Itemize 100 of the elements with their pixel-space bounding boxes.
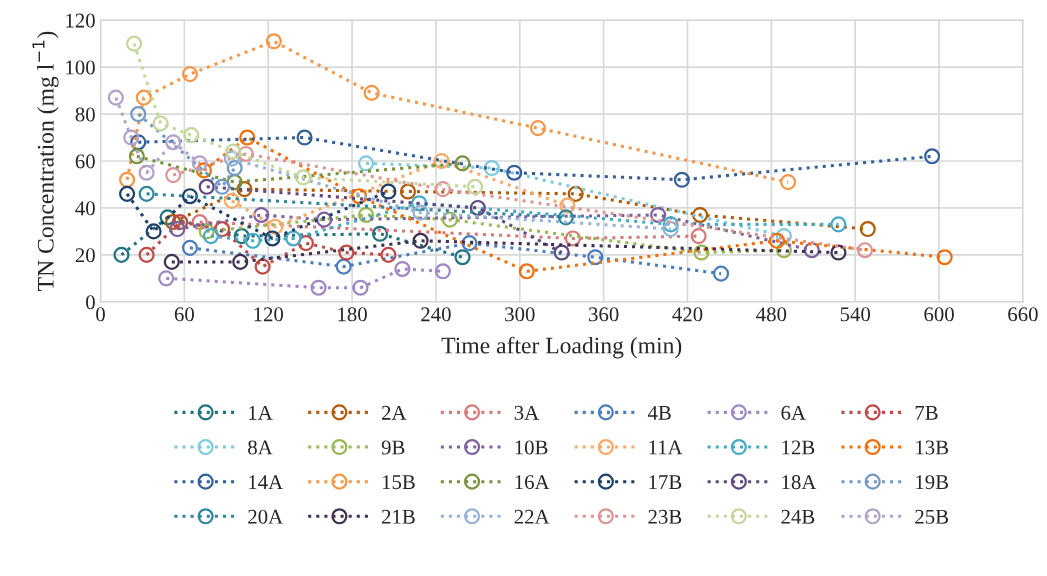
point — [214, 178, 231, 195]
point — [130, 134, 147, 151]
point — [936, 249, 953, 266]
x-tick-label: 420 — [672, 307, 703, 322]
y-tick-label: 0 — [86, 295, 95, 310]
point — [202, 228, 219, 245]
point — [662, 216, 679, 233]
point — [650, 206, 667, 224]
point — [183, 127, 200, 144]
legend-label: 8A — [248, 440, 273, 455]
point — [830, 216, 847, 233]
point — [267, 218, 284, 235]
point — [107, 89, 124, 106]
point — [856, 242, 874, 259]
point — [411, 195, 428, 212]
x-tick-label: 300 — [505, 307, 535, 322]
point — [924, 148, 941, 165]
x-tick-label: 60 — [174, 307, 194, 322]
y-tick-label: 60 — [75, 154, 95, 169]
legend-label: 23B — [648, 509, 682, 524]
point — [253, 206, 270, 224]
point — [441, 211, 458, 228]
point — [454, 155, 471, 172]
point — [506, 164, 523, 181]
point — [138, 164, 155, 181]
point — [692, 206, 709, 224]
point — [181, 66, 199, 83]
point — [198, 223, 215, 240]
point — [380, 246, 397, 263]
point — [297, 235, 315, 252]
point — [236, 181, 253, 198]
point — [214, 221, 231, 238]
point — [454, 249, 471, 266]
point — [310, 279, 327, 296]
legend-label: 9B — [381, 440, 405, 455]
point — [587, 249, 604, 266]
point — [244, 232, 261, 249]
point — [191, 155, 208, 172]
y-tick-label: 80 — [75, 107, 95, 122]
point — [130, 105, 147, 123]
point — [338, 244, 355, 261]
y-tick-label: 120 — [66, 13, 95, 28]
point — [195, 162, 212, 179]
x-tick-label: 360 — [589, 307, 619, 322]
point — [529, 120, 547, 137]
point — [690, 228, 707, 245]
point — [145, 223, 162, 240]
point — [181, 239, 199, 256]
point — [233, 228, 250, 245]
point — [567, 185, 584, 202]
point — [433, 152, 450, 170]
legend-label: 12B — [782, 440, 815, 455]
point — [316, 211, 333, 228]
x-tick-label: 600 — [924, 307, 954, 322]
point — [165, 134, 182, 151]
point — [352, 279, 369, 296]
legend-label: 16A — [515, 475, 550, 490]
point — [135, 89, 152, 106]
point — [380, 183, 397, 200]
y-tick-label: 20 — [75, 248, 95, 263]
point — [830, 244, 847, 261]
y-axis-title: TN Concentration (mg l$^{−1}$) — [32, 31, 59, 291]
x-tick-label: 480 — [756, 307, 787, 322]
point — [123, 129, 140, 146]
legend-label: 18A — [782, 475, 817, 490]
point — [412, 232, 429, 249]
point — [564, 230, 581, 247]
point — [693, 244, 710, 261]
legend-label: 24B — [781, 509, 815, 524]
point — [399, 183, 417, 200]
point — [518, 263, 535, 280]
point — [159, 209, 176, 226]
legend-label: 3A — [514, 405, 540, 420]
point — [559, 197, 576, 214]
point — [119, 171, 136, 188]
legend-label: 22A — [514, 509, 550, 524]
point — [371, 225, 389, 242]
point — [295, 169, 312, 186]
point — [483, 159, 500, 177]
point — [232, 253, 249, 270]
point — [223, 150, 240, 167]
point — [181, 188, 199, 205]
point — [775, 242, 792, 259]
legend-label: 20A — [248, 509, 284, 524]
point — [394, 260, 411, 278]
point — [119, 185, 136, 202]
legend-label: 2A — [382, 405, 407, 420]
point — [461, 235, 478, 252]
point — [158, 270, 175, 287]
point — [138, 185, 155, 202]
legend-label: 7B — [915, 406, 938, 420]
y-tick-label: 40 — [75, 201, 95, 216]
point — [363, 84, 380, 101]
point — [335, 258, 352, 275]
point — [434, 181, 451, 198]
legend-label: 17B — [649, 475, 682, 490]
legend-label: 19B — [916, 475, 949, 490]
x-tick-label: 540 — [840, 307, 871, 322]
point — [264, 230, 281, 247]
x-tick-label: 660 — [1008, 307, 1038, 322]
